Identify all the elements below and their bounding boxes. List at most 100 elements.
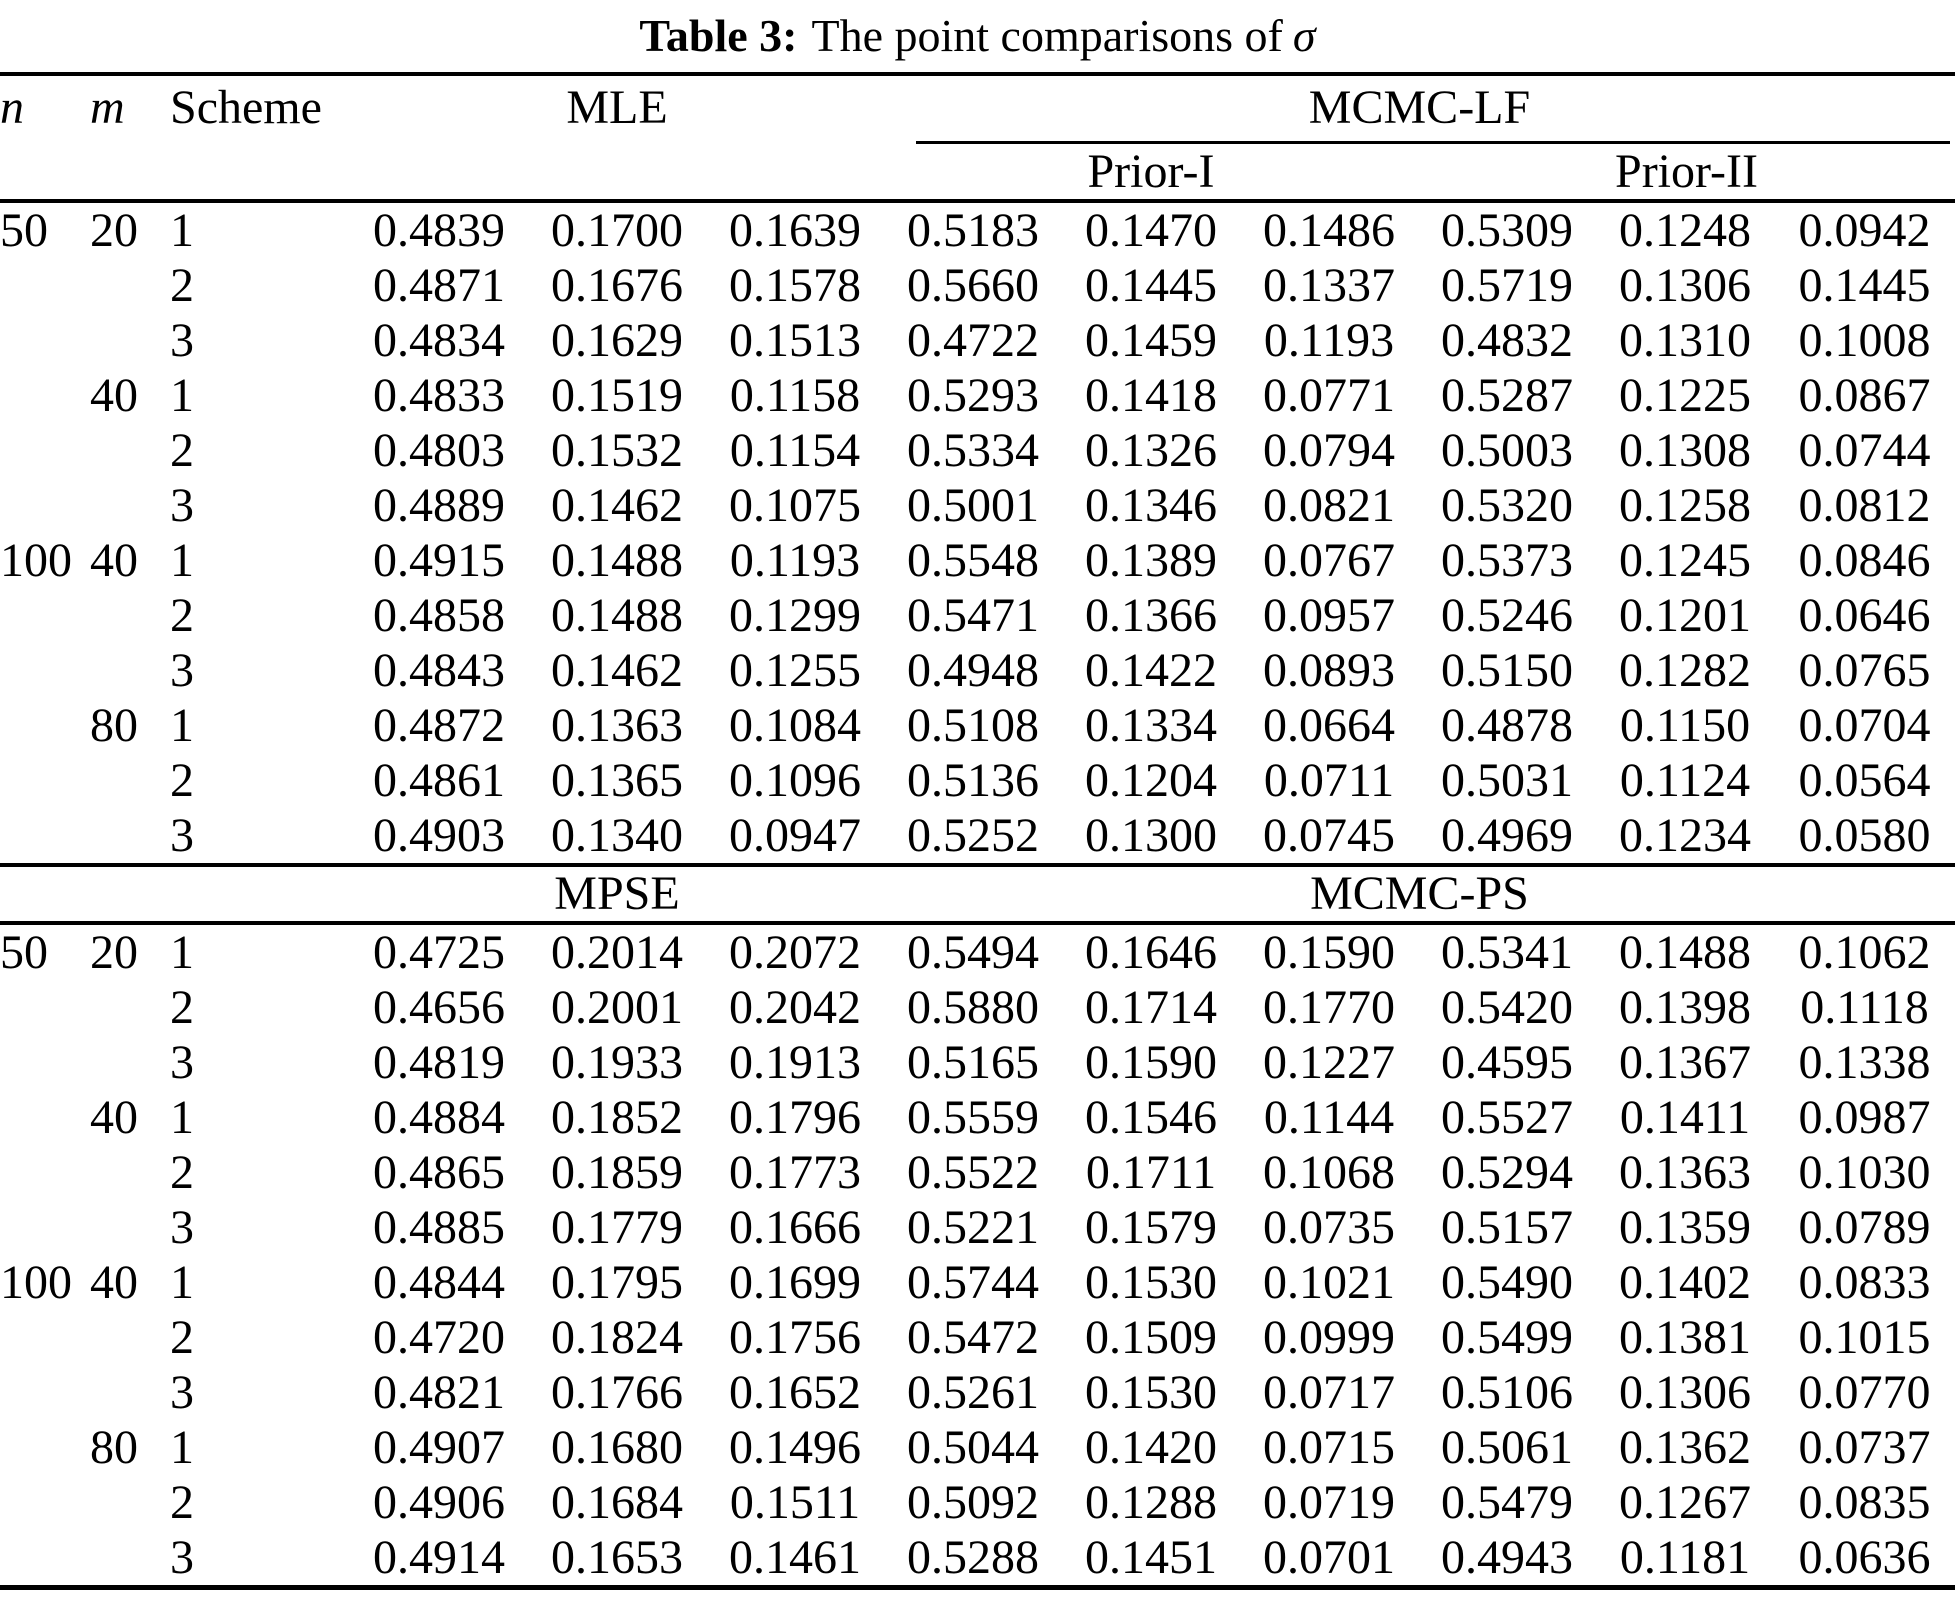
table-row: 40 1 0.4884 0.1852 0.1796 0.5559 0.1546 0.1144 0…: [0, 1090, 1955, 1145]
cell-value: 0.1509: [1085, 1310, 1217, 1364]
cell-value: 0.2014: [551, 925, 683, 979]
cell-value: 0.1756: [729, 1310, 861, 1364]
cell-value: 0.1629: [551, 313, 683, 367]
cell-value: 0.4861: [373, 753, 505, 807]
top-rule: [0, 72, 1955, 76]
mid-rule-lower: [0, 921, 1955, 925]
cell-value: 0.4906: [373, 1475, 505, 1529]
header-bottom-rule: [0, 199, 1955, 203]
cell-n: [0, 808, 90, 863]
cell-value: 0.1306: [1619, 1365, 1751, 1419]
cell-value: 0.1445: [1798, 258, 1931, 312]
cell-value: 0.1488: [551, 533, 683, 587]
cell-value: 0.1193: [1263, 313, 1395, 367]
cell-scheme: 3: [170, 313, 194, 367]
cell-value: 0.0987: [1798, 1090, 1931, 1144]
cell-m: 40: [90, 1090, 138, 1144]
cell-value: 0.1411: [1619, 1090, 1751, 1144]
cell-scheme: 2: [170, 1310, 194, 1364]
cell-value: 0.1488: [1619, 925, 1751, 979]
table-row: 40 1 0.4833 0.1519 0.1158 0.5293 0.1418 0.0771 0…: [0, 368, 1955, 423]
cell-value: 0.0704: [1798, 698, 1931, 752]
cell-n: [0, 258, 90, 313]
cell-value: 0.5044: [907, 1420, 1039, 1474]
cell-value: 0.0770: [1798, 1365, 1931, 1419]
cell-n: 100: [0, 1255, 72, 1309]
cell-value: 0.1579: [1085, 1200, 1217, 1254]
cell-value: 0.1590: [1263, 925, 1395, 979]
cell-value: 0.1699: [729, 1255, 861, 1309]
cell-value: 0.5252: [907, 808, 1039, 862]
cell-value: 0.1461: [729, 1530, 861, 1584]
cell-value: 0.1340: [551, 808, 683, 862]
cell-scheme: 1: [170, 1420, 194, 1474]
cell-value: 0.0564: [1798, 753, 1931, 807]
cell-value: 0.0867: [1798, 368, 1931, 422]
cell-value: 0.1118: [1800, 980, 1929, 1034]
cell-value: 0.1310: [1619, 313, 1751, 367]
table-row: 3 0.4843 0.1462 0.1255 0.4948 0.1422 0.0893 0.5…: [0, 643, 1955, 698]
cell-value: 0.1346: [1085, 478, 1217, 532]
cell-m: [90, 1475, 170, 1530]
cell-value: 0.1389: [1085, 533, 1217, 587]
cell-value: 0.5287: [1441, 368, 1573, 422]
cell-n: [0, 980, 90, 1035]
cell-value: 0.1511: [729, 1475, 861, 1529]
cell-scheme: 1: [170, 203, 194, 257]
cell-m: [90, 478, 170, 533]
cell-value: 0.5499: [1441, 1310, 1573, 1364]
cell-value: 0.5293: [907, 368, 1039, 422]
section-2-body: 50 20 1 0.4725 0.2014 0.2072 0.5494 0.1646 0.159…: [0, 925, 1955, 1585]
cell-value: 0.1201: [1619, 588, 1751, 642]
cell-value: 0.4725: [373, 925, 505, 979]
cell-n: [0, 1090, 90, 1145]
table-row: 50 20 1 0.4725 0.2014 0.2072 0.5494 0.1646 0.159…: [0, 925, 1955, 980]
cell-value: 0.5157: [1441, 1200, 1573, 1254]
cell-value: 0.1652: [729, 1365, 861, 1419]
cell-value: 0.0737: [1798, 1420, 1931, 1474]
cell-n: [0, 1420, 90, 1475]
cell-scheme: 2: [170, 1475, 194, 1529]
table-row: 80 1 0.4872 0.1363 0.1084 0.5108 0.1334 0.0664 0…: [0, 698, 1955, 753]
cell-value: 0.5309: [1441, 203, 1573, 257]
cell-value: 0.1245: [1619, 533, 1751, 587]
cell-value: 0.4722: [907, 313, 1039, 367]
cell-value: 0.5373: [1441, 533, 1573, 587]
cell-value: 0.1795: [551, 1255, 683, 1309]
mcmc-lf-subrule-row: [0, 140, 1955, 145]
header-n: n: [0, 81, 24, 134]
cell-value: 0.1462: [551, 478, 683, 532]
cell-m: [90, 980, 170, 1035]
cell-value: 0.1008: [1798, 313, 1931, 367]
cell-value: 0.5061: [1441, 1420, 1573, 1474]
cell-value: 0.5341: [1441, 925, 1573, 979]
cell-value: 0.1546: [1085, 1090, 1217, 1144]
cell-value: 0.4907: [373, 1420, 505, 1474]
cell-n: [0, 1530, 90, 1585]
header-scheme: Scheme: [170, 81, 322, 134]
cell-value: 0.4943: [1441, 1530, 1573, 1584]
cell-value: 0.1326: [1085, 423, 1217, 477]
cell-value: 0.5471: [907, 588, 1039, 642]
cell-value: 0.5490: [1441, 1255, 1573, 1309]
cell-scheme: 1: [170, 1090, 194, 1144]
cell-value: 0.4834: [373, 313, 505, 367]
cell-value: 0.5092: [907, 1475, 1039, 1529]
cell-value: 0.1666: [729, 1200, 861, 1254]
cell-value: 0.1402: [1619, 1255, 1751, 1309]
cell-m: [90, 643, 170, 698]
cell-value: 0.1258: [1619, 478, 1751, 532]
mcmc-lf-underline: [916, 141, 1950, 144]
cell-m: 80: [90, 698, 138, 752]
cell-value: 0.0942: [1798, 203, 1931, 257]
cell-value: 0.0717: [1263, 1365, 1395, 1419]
table-row: 3 0.4821 0.1766 0.1652 0.5261 0.1530 0.0717 0.5…: [0, 1365, 1955, 1420]
cell-scheme: 2: [170, 423, 194, 477]
cell-scheme: 2: [170, 753, 194, 807]
cell-n: [0, 1145, 90, 1200]
cell-m: 40: [90, 533, 138, 587]
cell-m: 20: [90, 203, 138, 257]
cell-value: 0.2072: [729, 925, 861, 979]
cell-value: 0.1030: [1798, 1145, 1931, 1199]
cell-scheme: 3: [170, 1035, 194, 1089]
